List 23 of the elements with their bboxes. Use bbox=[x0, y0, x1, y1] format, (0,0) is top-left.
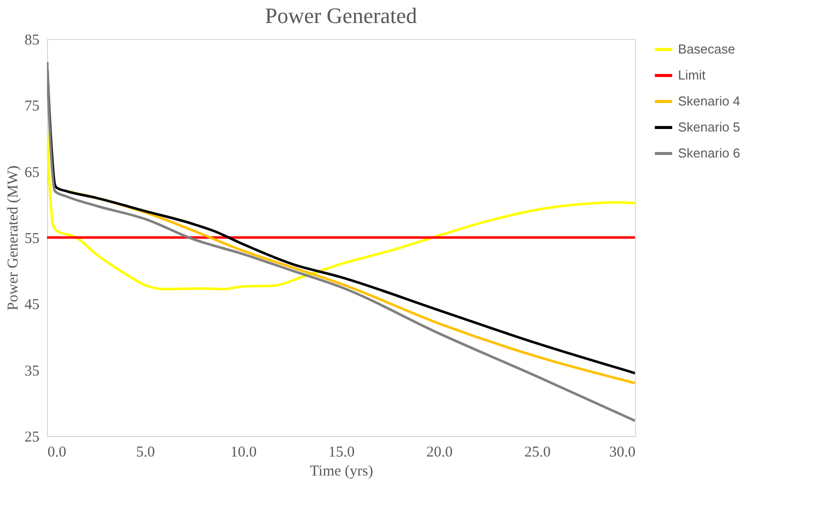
y-tick-label: 25 bbox=[24, 430, 40, 446]
y-tick-label: 45 bbox=[24, 297, 40, 314]
legend-label: Limit bbox=[678, 68, 706, 82]
y-tick-label: 65 bbox=[24, 164, 40, 181]
y-tick-label: 55 bbox=[24, 231, 40, 247]
legend-label: Skenario 6 bbox=[678, 146, 740, 160]
legend-label: Basecase bbox=[678, 42, 736, 56]
y-axis-title: Power Generated (MW) bbox=[6, 166, 22, 310]
x-tick-label: 10.0 bbox=[230, 444, 257, 460]
x-tick-label: 30.0 bbox=[609, 444, 636, 460]
legend-label: Skenario 4 bbox=[678, 94, 740, 108]
chart-title: Power Generated bbox=[264, 3, 418, 28]
y-tick-label: 75 bbox=[24, 98, 40, 115]
y-tick-label: 85 bbox=[24, 32, 40, 48]
x-tick-label: 5.0 bbox=[136, 444, 155, 460]
x-axis-title: Time (yrs) bbox=[310, 464, 374, 480]
legend-label: Skenario 5 bbox=[678, 120, 740, 134]
line-series bbox=[47, 130, 635, 290]
x-tick-label: 0.0 bbox=[48, 444, 66, 460]
x-tick-label: 25.0 bbox=[524, 444, 551, 460]
y-tick-label: 35 bbox=[24, 363, 40, 380]
x-tick-label: 20.0 bbox=[426, 444, 453, 460]
x-tick-label: 15.0 bbox=[328, 444, 355, 460]
